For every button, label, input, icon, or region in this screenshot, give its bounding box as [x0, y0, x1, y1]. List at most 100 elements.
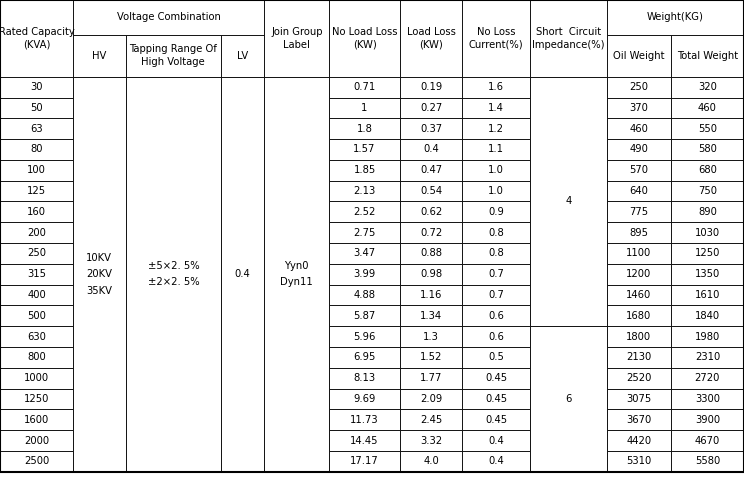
Bar — [329, 77, 400, 98]
Bar — [400, 347, 462, 368]
Bar — [400, 201, 462, 222]
Text: 1200: 1200 — [626, 269, 652, 279]
Bar — [530, 160, 607, 181]
Text: 4: 4 — [565, 197, 571, 206]
Text: 0.71: 0.71 — [353, 82, 376, 92]
Text: 2520: 2520 — [626, 373, 652, 383]
Bar — [400, 160, 462, 181]
Bar — [73, 326, 126, 347]
Bar — [221, 77, 264, 98]
Bar — [400, 430, 462, 451]
Bar — [126, 35, 221, 77]
Bar — [329, 389, 400, 409]
Text: 630: 630 — [27, 332, 46, 342]
Bar — [671, 201, 744, 222]
Bar — [73, 368, 126, 389]
Bar — [264, 389, 329, 409]
Text: 100: 100 — [27, 165, 46, 175]
Text: 4.0: 4.0 — [423, 456, 439, 466]
Bar — [0, 285, 73, 305]
Text: 8.13: 8.13 — [353, 373, 376, 383]
Text: 3300: 3300 — [695, 394, 720, 404]
Bar — [462, 222, 530, 243]
Text: 3.47: 3.47 — [353, 248, 376, 258]
Bar — [530, 430, 607, 451]
Text: 0.47: 0.47 — [420, 165, 442, 175]
Text: 2000: 2000 — [24, 436, 49, 446]
Bar — [221, 347, 264, 368]
Bar — [400, 139, 462, 160]
Text: 3.32: 3.32 — [420, 436, 442, 446]
Text: 1.6: 1.6 — [488, 82, 504, 92]
Text: 570: 570 — [629, 165, 648, 175]
Text: 63: 63 — [31, 124, 43, 134]
Bar — [671, 160, 744, 181]
Bar — [264, 451, 329, 472]
Bar — [329, 98, 400, 118]
Bar — [462, 347, 530, 368]
Text: Short  Circuit
Impedance(%): Short Circuit Impedance(%) — [533, 27, 605, 50]
Text: 680: 680 — [698, 165, 717, 175]
Text: 500: 500 — [27, 311, 46, 321]
Bar — [462, 285, 530, 305]
Bar — [126, 201, 221, 222]
Text: 5580: 5580 — [695, 456, 720, 466]
Bar — [73, 98, 126, 118]
Bar — [0, 160, 73, 181]
Bar — [671, 347, 744, 368]
Bar — [329, 326, 400, 347]
Text: 1600: 1600 — [24, 415, 49, 425]
Bar — [264, 222, 329, 243]
Bar — [73, 77, 126, 472]
Bar — [530, 451, 607, 472]
Text: 0.27: 0.27 — [420, 103, 442, 113]
Bar — [73, 409, 126, 430]
Bar — [400, 451, 462, 472]
Bar — [264, 181, 329, 201]
Bar — [73, 430, 126, 451]
Bar — [671, 285, 744, 305]
Bar — [126, 305, 221, 326]
Bar — [0, 430, 73, 451]
Bar — [671, 409, 744, 430]
Text: Yyn0
Dyn11: Yyn0 Dyn11 — [280, 261, 313, 288]
Bar — [264, 201, 329, 222]
Bar — [73, 35, 126, 77]
Text: 1.85: 1.85 — [353, 165, 376, 175]
Bar — [462, 451, 530, 472]
Bar — [264, 139, 329, 160]
Text: 1.2: 1.2 — [488, 124, 504, 134]
Bar — [530, 347, 607, 368]
Bar — [221, 98, 264, 118]
Bar — [264, 409, 329, 430]
Bar — [126, 389, 221, 409]
Bar — [607, 326, 671, 347]
Text: 1.1: 1.1 — [488, 145, 504, 154]
Bar — [221, 326, 264, 347]
Bar — [221, 181, 264, 201]
Bar — [264, 430, 329, 451]
Text: 3.99: 3.99 — [353, 269, 376, 279]
Bar — [126, 451, 221, 472]
Bar — [0, 77, 73, 98]
Text: LV: LV — [237, 50, 248, 61]
Bar — [671, 243, 744, 264]
Bar — [607, 285, 671, 305]
Bar — [329, 451, 400, 472]
Bar — [607, 389, 671, 409]
Bar — [607, 430, 671, 451]
Text: 1.0: 1.0 — [488, 186, 504, 196]
Bar — [221, 285, 264, 305]
Bar — [73, 0, 264, 35]
Text: 1460: 1460 — [626, 290, 652, 300]
Bar — [221, 77, 264, 472]
Bar — [221, 160, 264, 181]
Bar — [530, 368, 607, 389]
Text: 2310: 2310 — [695, 352, 720, 362]
Bar — [607, 118, 671, 139]
Text: 460: 460 — [629, 124, 648, 134]
Text: 4420: 4420 — [626, 436, 652, 446]
Bar — [73, 264, 126, 285]
Text: 0.6: 0.6 — [488, 311, 504, 321]
Bar — [462, 77, 530, 98]
